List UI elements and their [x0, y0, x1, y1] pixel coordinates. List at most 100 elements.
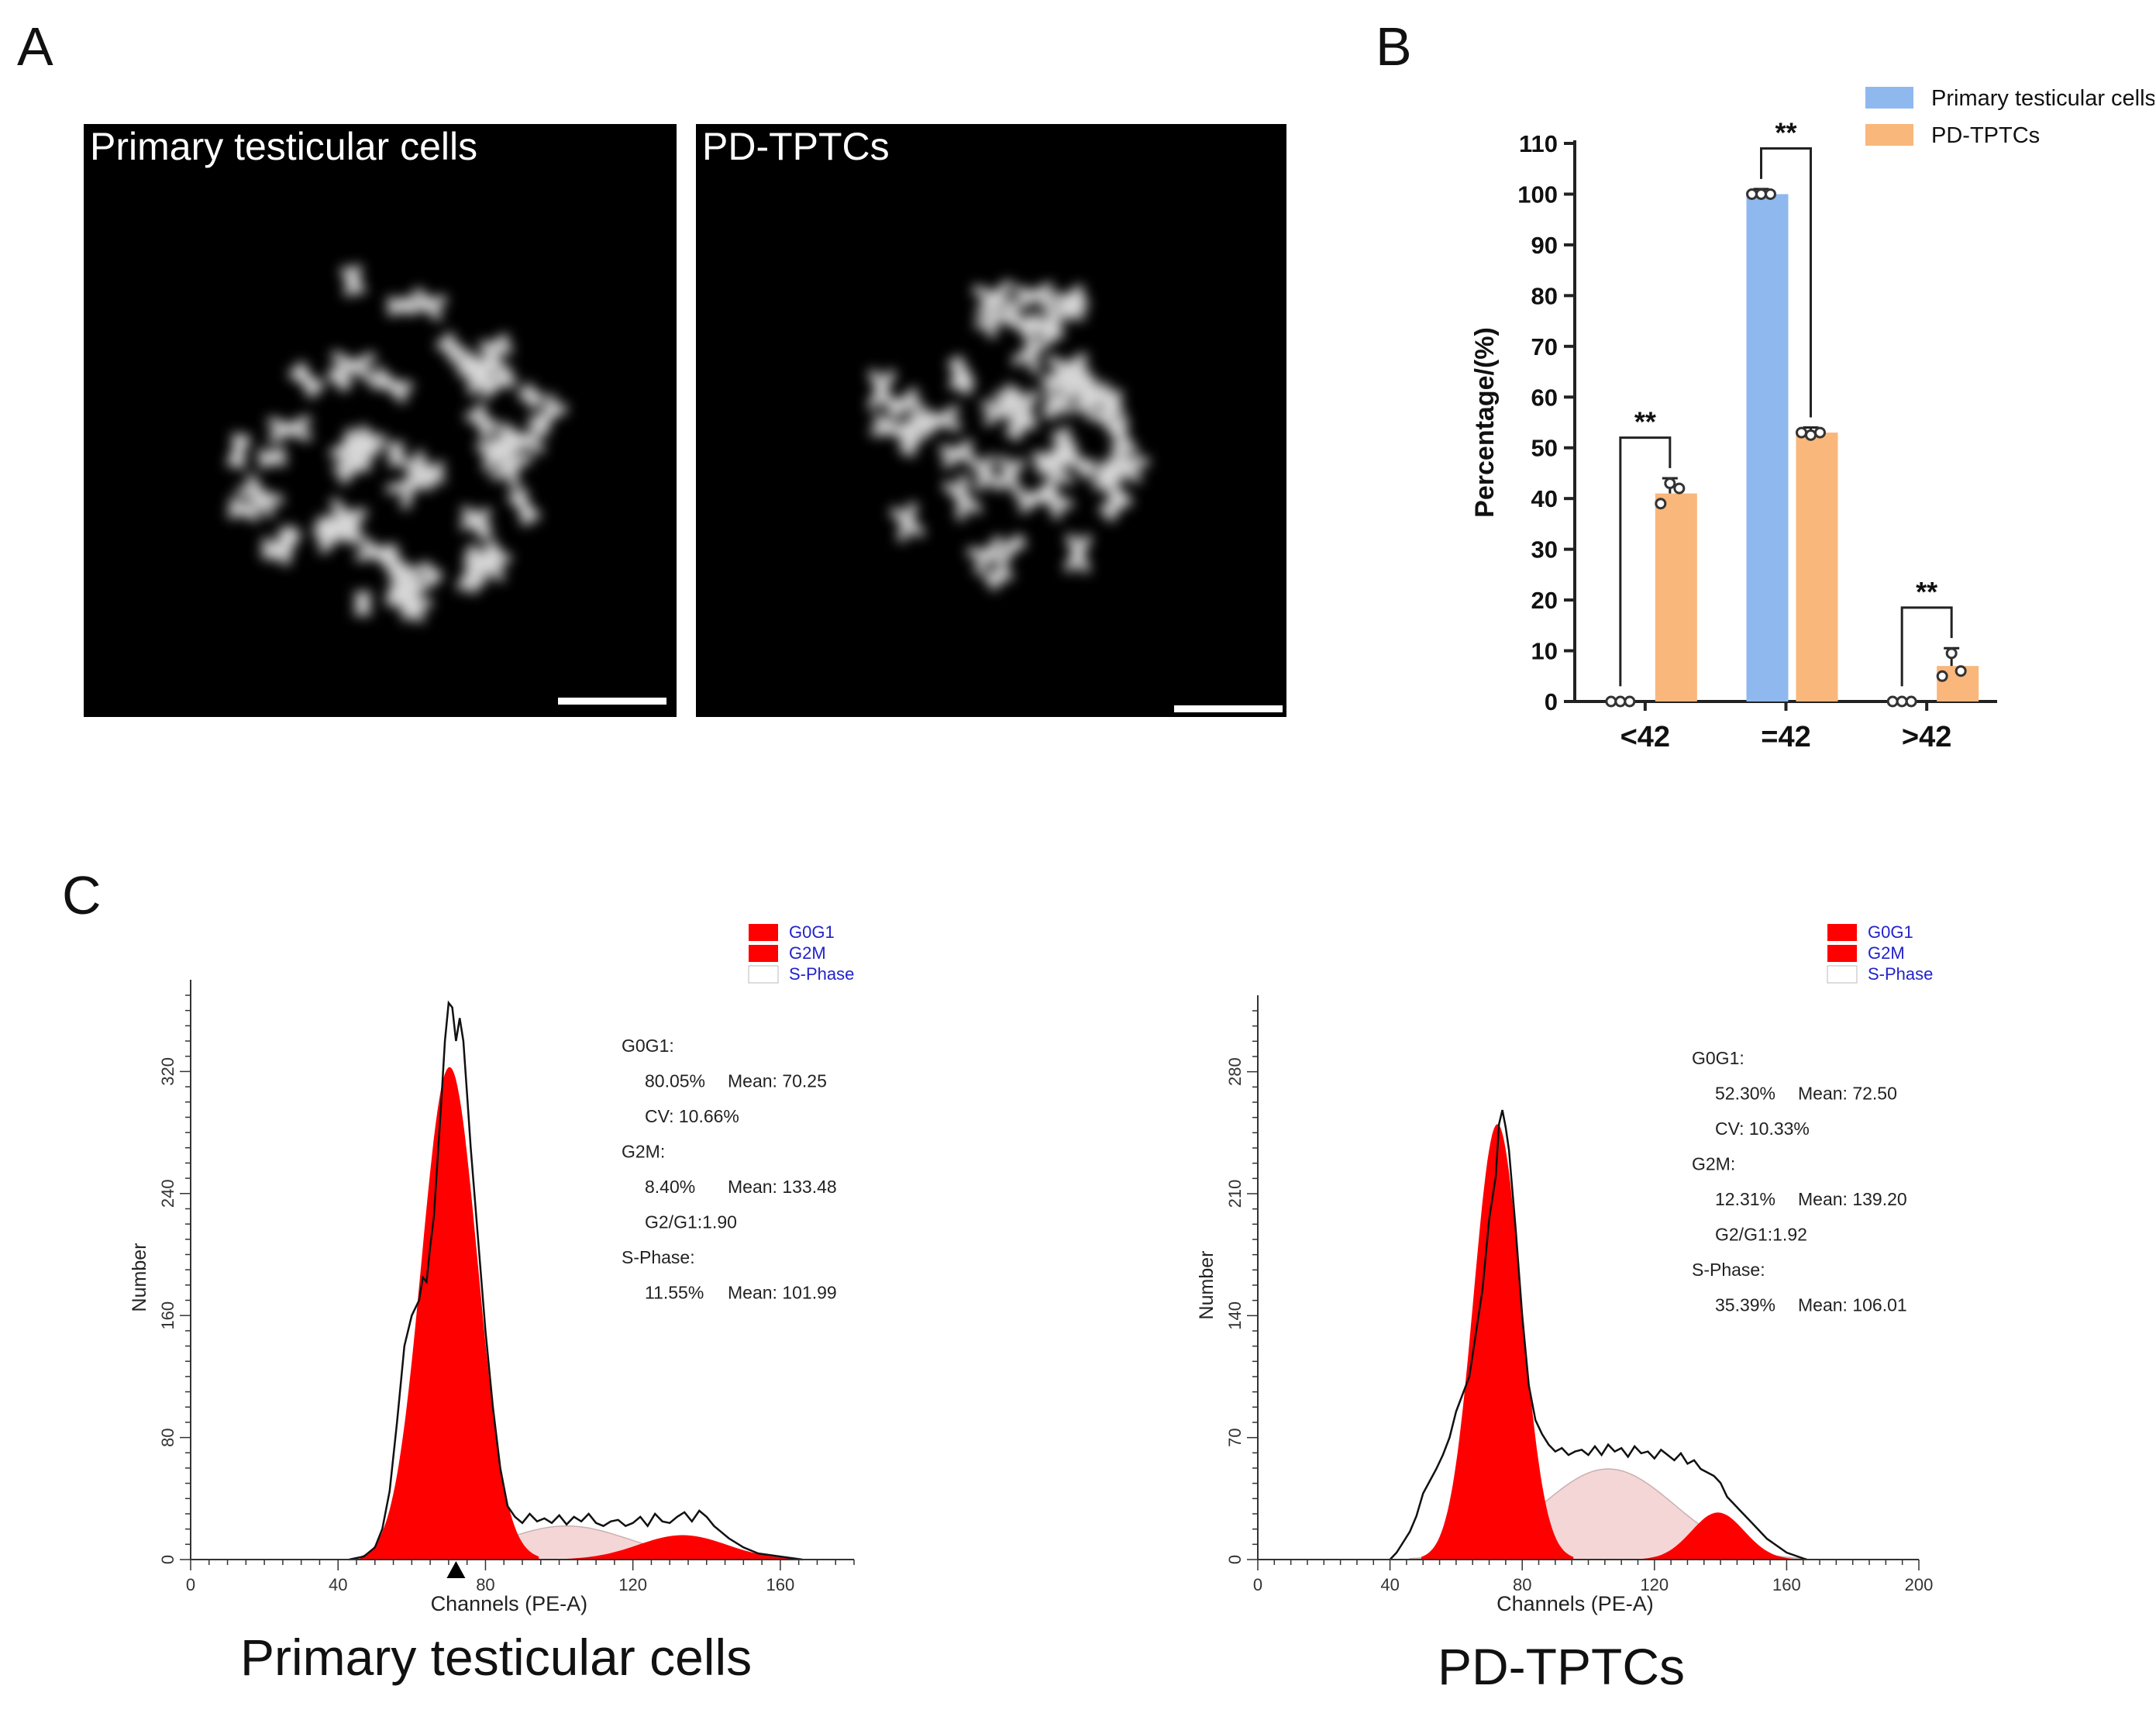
chromatid — [1085, 375, 1097, 421]
chromosome — [1011, 328, 1052, 374]
micrograph-pd-tptcs: PD-TPTCs — [696, 124, 1286, 717]
chromatid — [467, 544, 505, 581]
chromatid — [538, 394, 556, 437]
chromosome — [460, 506, 491, 533]
chromatid — [518, 390, 545, 403]
data-point — [1755, 188, 1767, 200]
x-tick-label: 160 — [766, 1575, 795, 1594]
chromosome — [1099, 488, 1133, 522]
bar-chart-karyotype: 0 10 20 30 40 50 60 70 80 90 100 110 Percentage/(%) <… — [1470, 86, 2154, 753]
stats-mean: Mean: 70.25 — [728, 1071, 827, 1091]
stats-value: 52.30% — [1715, 1084, 1775, 1104]
y-tick-label: 80 — [158, 1428, 177, 1446]
chromosome — [883, 388, 924, 421]
chromatid — [232, 433, 246, 469]
chromosome — [942, 474, 982, 521]
x-tick-label: 160 — [1772, 1575, 1801, 1594]
significance-bracket — [1900, 606, 1953, 687]
g0g1-area — [360, 1067, 539, 1560]
stats-value: 80.05% — [645, 1071, 705, 1091]
legend-label: G2M — [789, 943, 826, 963]
data-point — [1886, 695, 1899, 708]
chromatid — [436, 340, 467, 356]
y-tick-label: 70 — [1531, 333, 1558, 360]
panel-label-c: C — [62, 865, 102, 925]
chromatid — [976, 280, 1013, 316]
y-tick-label: 100 — [1517, 181, 1558, 208]
chromatid — [1107, 456, 1121, 501]
chromatid — [1004, 534, 1024, 557]
chromatid — [987, 300, 999, 339]
chromatid — [418, 566, 443, 580]
chromatid — [508, 492, 540, 521]
stats-value: 12.31% — [1715, 1189, 1775, 1209]
data-point — [1664, 477, 1676, 490]
chromatid — [340, 267, 366, 295]
x-tick-label: =42 — [1761, 721, 1810, 753]
chromosome — [476, 355, 505, 378]
y-tick-label: 320 — [158, 1057, 177, 1086]
chromosome — [1025, 312, 1061, 342]
chromosome — [506, 426, 545, 456]
x-tick-label: 200 — [1905, 1575, 1934, 1594]
data-point — [1796, 426, 1807, 439]
significance-bracket — [1619, 436, 1672, 687]
legend-swatch — [749, 924, 778, 941]
chromatid — [505, 443, 519, 490]
chromosome — [983, 561, 1014, 591]
stats-value: G2/G1:1.92 — [1715, 1225, 1807, 1245]
significance-bracket — [1760, 147, 1812, 418]
data-point — [1655, 498, 1667, 510]
bar-primary — [1746, 194, 1789, 702]
chromatid — [354, 591, 372, 616]
chromatid — [258, 446, 286, 469]
chromatid — [386, 442, 406, 467]
chromatid — [1090, 393, 1117, 406]
legend-swatch — [1827, 924, 1857, 941]
chromatid — [339, 450, 366, 484]
stats-mean: Mean: 133.48 — [728, 1177, 837, 1197]
chromosome — [919, 405, 962, 436]
data-point — [1614, 695, 1627, 708]
chromosome — [974, 300, 1011, 339]
chromosome — [949, 372, 975, 395]
chromatid — [1035, 457, 1073, 485]
legend-label: S-Phase — [1868, 964, 1933, 984]
y-tick-label: 10 — [1531, 638, 1558, 665]
chromatid — [1004, 316, 1033, 328]
metaphase-spread-image — [867, 280, 1150, 591]
chromatid — [970, 458, 1001, 488]
chromosome — [436, 332, 467, 364]
panel-label-a: A — [17, 16, 53, 77]
chromosome — [966, 536, 1011, 574]
chromosome — [1090, 389, 1117, 411]
stats-value: 8.40% — [645, 1177, 695, 1197]
chromosome — [1050, 381, 1080, 415]
chromosome — [465, 402, 501, 440]
chromatid — [1014, 282, 1054, 310]
y-tick-label: 210 — [1225, 1180, 1245, 1208]
metaphase-spread-image — [226, 264, 568, 622]
y-tick-label: 0 — [158, 1555, 177, 1564]
stats-value: 11.55% — [645, 1283, 704, 1303]
legend-label: PD-TPTCs — [1931, 123, 2040, 148]
data-point — [1945, 647, 1958, 660]
chromatid — [1048, 353, 1088, 384]
chromosome — [456, 553, 485, 594]
chromosome — [1004, 309, 1033, 335]
chromosome — [387, 295, 415, 316]
chromatid — [1056, 284, 1084, 317]
y-tick-label: 90 — [1531, 232, 1558, 259]
chromosome — [1014, 481, 1059, 513]
chromatid — [998, 455, 1021, 494]
y-tick-label: 60 — [1531, 384, 1558, 411]
histogram-caption-primary: Primary testicular cells — [240, 1629, 753, 1686]
bar-pd-tptcs — [1796, 433, 1838, 701]
x-axis-label: Channels (PE-A) — [1496, 1592, 1654, 1615]
chromatid — [288, 369, 325, 391]
y-tick-label: 0 — [1225, 1555, 1245, 1564]
chromatid — [416, 461, 445, 484]
chromosome — [1035, 450, 1073, 493]
chromosome — [508, 487, 540, 526]
chromatid — [949, 378, 975, 389]
